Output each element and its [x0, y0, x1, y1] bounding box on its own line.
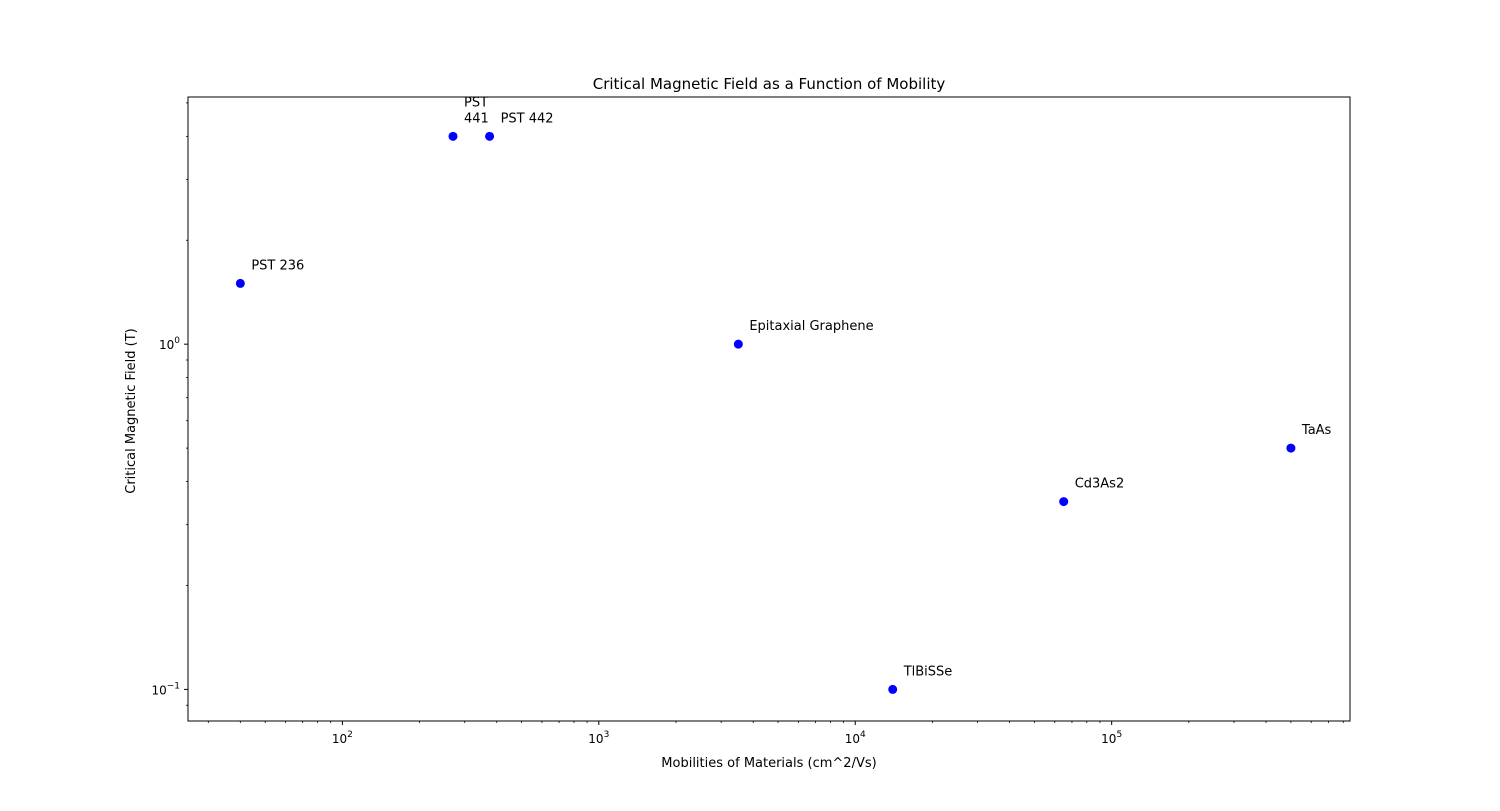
chart-title: Critical Magnetic Field as a Function of…: [593, 75, 946, 93]
point-label-line: Epitaxial Graphene: [749, 319, 873, 334]
point-label: TlBiSSe: [903, 664, 953, 679]
point-label: PST 442: [501, 111, 554, 126]
point-label-line: PST 442: [501, 111, 554, 126]
point-label: Epitaxial Graphene: [749, 319, 873, 334]
point-label: PST 441: [464, 95, 489, 126]
x-tick-label: 104: [845, 730, 866, 746]
y-axis-label: Critical Magnetic Field (T): [124, 328, 139, 493]
y-tick-label-exponent: −1: [167, 681, 180, 691]
y-tick-label: 10−1: [151, 681, 180, 697]
x-tick-label-exponent: 5: [1116, 730, 1122, 740]
data-point: [733, 339, 743, 349]
point-label-line: TaAs: [1301, 423, 1332, 438]
x-tick-label-base: 10: [1101, 732, 1116, 746]
data-point: [1286, 443, 1296, 453]
x-tick-label-base: 10: [332, 732, 347, 746]
point-label-line: Cd3As2: [1075, 477, 1125, 492]
plot-area-frame: [187, 96, 1351, 722]
y-tick-label-base: 10: [151, 683, 166, 697]
point-label: TaAs: [1301, 423, 1332, 438]
point-label-line: 441: [464, 111, 489, 126]
data-points: PST 236 PST 441 PST 442 Epitaxial Graphene Tl…: [235, 95, 1332, 694]
y-tick-label-exponent: 0: [174, 336, 180, 346]
y-tick-label: 100: [159, 336, 180, 352]
point-label: Cd3As2: [1075, 477, 1125, 492]
x-tick-label-base: 10: [588, 732, 603, 746]
data-point: [235, 278, 245, 288]
x-tick-label-exponent: 3: [604, 730, 610, 740]
point-label-line: TlBiSSe: [903, 664, 953, 679]
x-tick-label-base: 10: [845, 732, 860, 746]
data-point: [888, 684, 898, 694]
point-label: PST 236: [251, 258, 304, 273]
x-tick-label-exponent: 4: [860, 730, 866, 740]
x-tick-label: 103: [588, 730, 609, 746]
x-tick-label-exponent: 2: [347, 730, 353, 740]
point-label-line: PST 236: [251, 258, 304, 273]
data-point: [1059, 497, 1069, 507]
x-tick-label: 102: [332, 730, 353, 746]
x-axis-label: Mobilities of Materials (cm^2/Vs): [661, 756, 876, 771]
data-point: [485, 131, 495, 141]
point-label-line: PST: [464, 95, 488, 110]
data-point: [448, 131, 458, 141]
x-tick-label: 105: [1101, 730, 1122, 746]
y-tick-label-base: 10: [159, 338, 174, 352]
